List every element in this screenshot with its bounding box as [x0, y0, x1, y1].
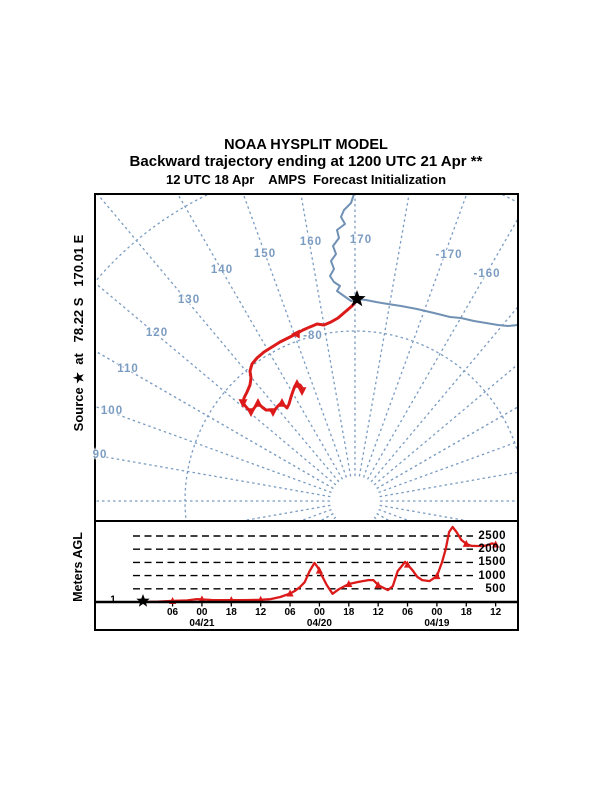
- trajectory-marker-icon: [246, 408, 256, 417]
- trajectory-marker-icon: [277, 398, 287, 407]
- time-tick-label: 06: [167, 607, 179, 618]
- meridian-line: [95, 281, 337, 486]
- map-trajectory-layer: [238, 290, 366, 417]
- time-tick-label: 12: [490, 607, 502, 618]
- meridian-line: [362, 194, 468, 478]
- trajectory-marker-icon: [297, 387, 307, 396]
- date-label: 04/21: [189, 617, 215, 629]
- altitude-marker-icon: [492, 540, 500, 548]
- time-tick-label: 12: [255, 607, 267, 618]
- altitude-marker-icon: [198, 595, 206, 603]
- meridian-line: [359, 526, 468, 792]
- time-tick-label: 12: [372, 607, 384, 618]
- start-star-icon: [136, 594, 150, 607]
- height-panel-border: [94, 520, 519, 631]
- meridian-label: 130: [177, 294, 201, 306]
- altitude-marker-icon: [433, 572, 441, 580]
- forecast-init-title: 12 UTC 18 Apr AMPS Forecast Initializati…: [165, 172, 447, 187]
- meridian-line: [376, 512, 391, 521]
- altitude-marker-icon: [462, 539, 470, 547]
- time-tick-label: 18: [343, 607, 355, 618]
- altitude-marker-icon: [403, 560, 412, 568]
- meridian-line: [96, 194, 340, 483]
- trajectory-number-label: 1: [110, 594, 116, 606]
- meridian-line: [376, 406, 518, 490]
- altitude-marker-icon: [315, 566, 324, 574]
- time-tick-label: 06: [401, 607, 414, 618]
- source-star-icon: [348, 290, 366, 307]
- time-tick-label: 00: [431, 607, 443, 618]
- latitude-circle: [184, 330, 518, 521]
- meridian-label: 160: [299, 236, 323, 248]
- meridian-label: -170: [435, 249, 463, 261]
- altitude-marker-icon: [286, 589, 294, 597]
- altitude-ytick-label: 1500: [478, 556, 506, 569]
- model-title: NOAA HYSPLIT MODEL: [224, 137, 388, 153]
- altitude-ytick-label: 1000: [478, 569, 506, 582]
- time-tick-label: 18: [225, 607, 237, 618]
- meters-agl-axis-label: Meters AGL: [71, 532, 85, 602]
- meridian-line: [358, 194, 410, 477]
- meridian-line: [337, 519, 340, 521]
- trajectory-marker-icon: [291, 329, 300, 339]
- altitude-ytick-label: 2000: [478, 543, 506, 556]
- meridian-label: 90: [92, 449, 108, 461]
- date-label: 04/19: [424, 617, 450, 629]
- meridian-line: [373, 363, 518, 486]
- height-panel-layer: [133, 525, 500, 607]
- altitude-profile-path: [143, 525, 496, 604]
- trajectory-marker-icon: [268, 408, 278, 417]
- meridian-label: 120: [145, 327, 169, 339]
- meridian-label: -160: [473, 268, 501, 280]
- meridian-label: 140: [210, 264, 234, 276]
- altitude-marker-icon: [374, 581, 382, 589]
- trajectory-marker-icon: [253, 398, 263, 407]
- meridian-line: [364, 524, 578, 792]
- trajectory-ending-title: Backward trajectory ending at 1200 UTC 2…: [129, 153, 483, 170]
- meridian-line: [370, 305, 518, 483]
- meridian-line: [242, 526, 351, 792]
- altitude-ytick-label: 500: [485, 582, 506, 595]
- altitude-marker-icon: [345, 580, 353, 588]
- trajectory-marker-icon: [238, 399, 248, 408]
- meridian-line: [378, 440, 518, 494]
- time-tick-label: 00: [196, 607, 208, 618]
- time-tick-label: 00: [313, 607, 325, 618]
- meridian-label: 150: [253, 248, 277, 260]
- meridian-line: [330, 516, 337, 521]
- meridian-line: [95, 405, 332, 494]
- time-tick-label: 06: [284, 607, 296, 618]
- meridian-line: [319, 512, 334, 521]
- source-axis-label: Source ★ at 78.22 S 170.01 E: [71, 234, 86, 432]
- meridian-label: 170: [349, 234, 373, 246]
- meridian-line: [298, 508, 332, 521]
- latitude-circle-label: -80: [303, 330, 323, 342]
- time-tick-label: 18: [460, 607, 472, 618]
- meridian-label: 110: [117, 363, 139, 375]
- coastline: [329, 194, 518, 327]
- meridian-line: [379, 471, 518, 498]
- map-trajectory-path: [241, 298, 359, 414]
- trajectory-marker-icon: [292, 379, 302, 388]
- altitude-ytick-label: 2500: [478, 530, 506, 542]
- date-label: 04/20: [306, 617, 332, 629]
- meridian-line: [366, 217, 518, 480]
- meridian-label: 100: [100, 405, 124, 417]
